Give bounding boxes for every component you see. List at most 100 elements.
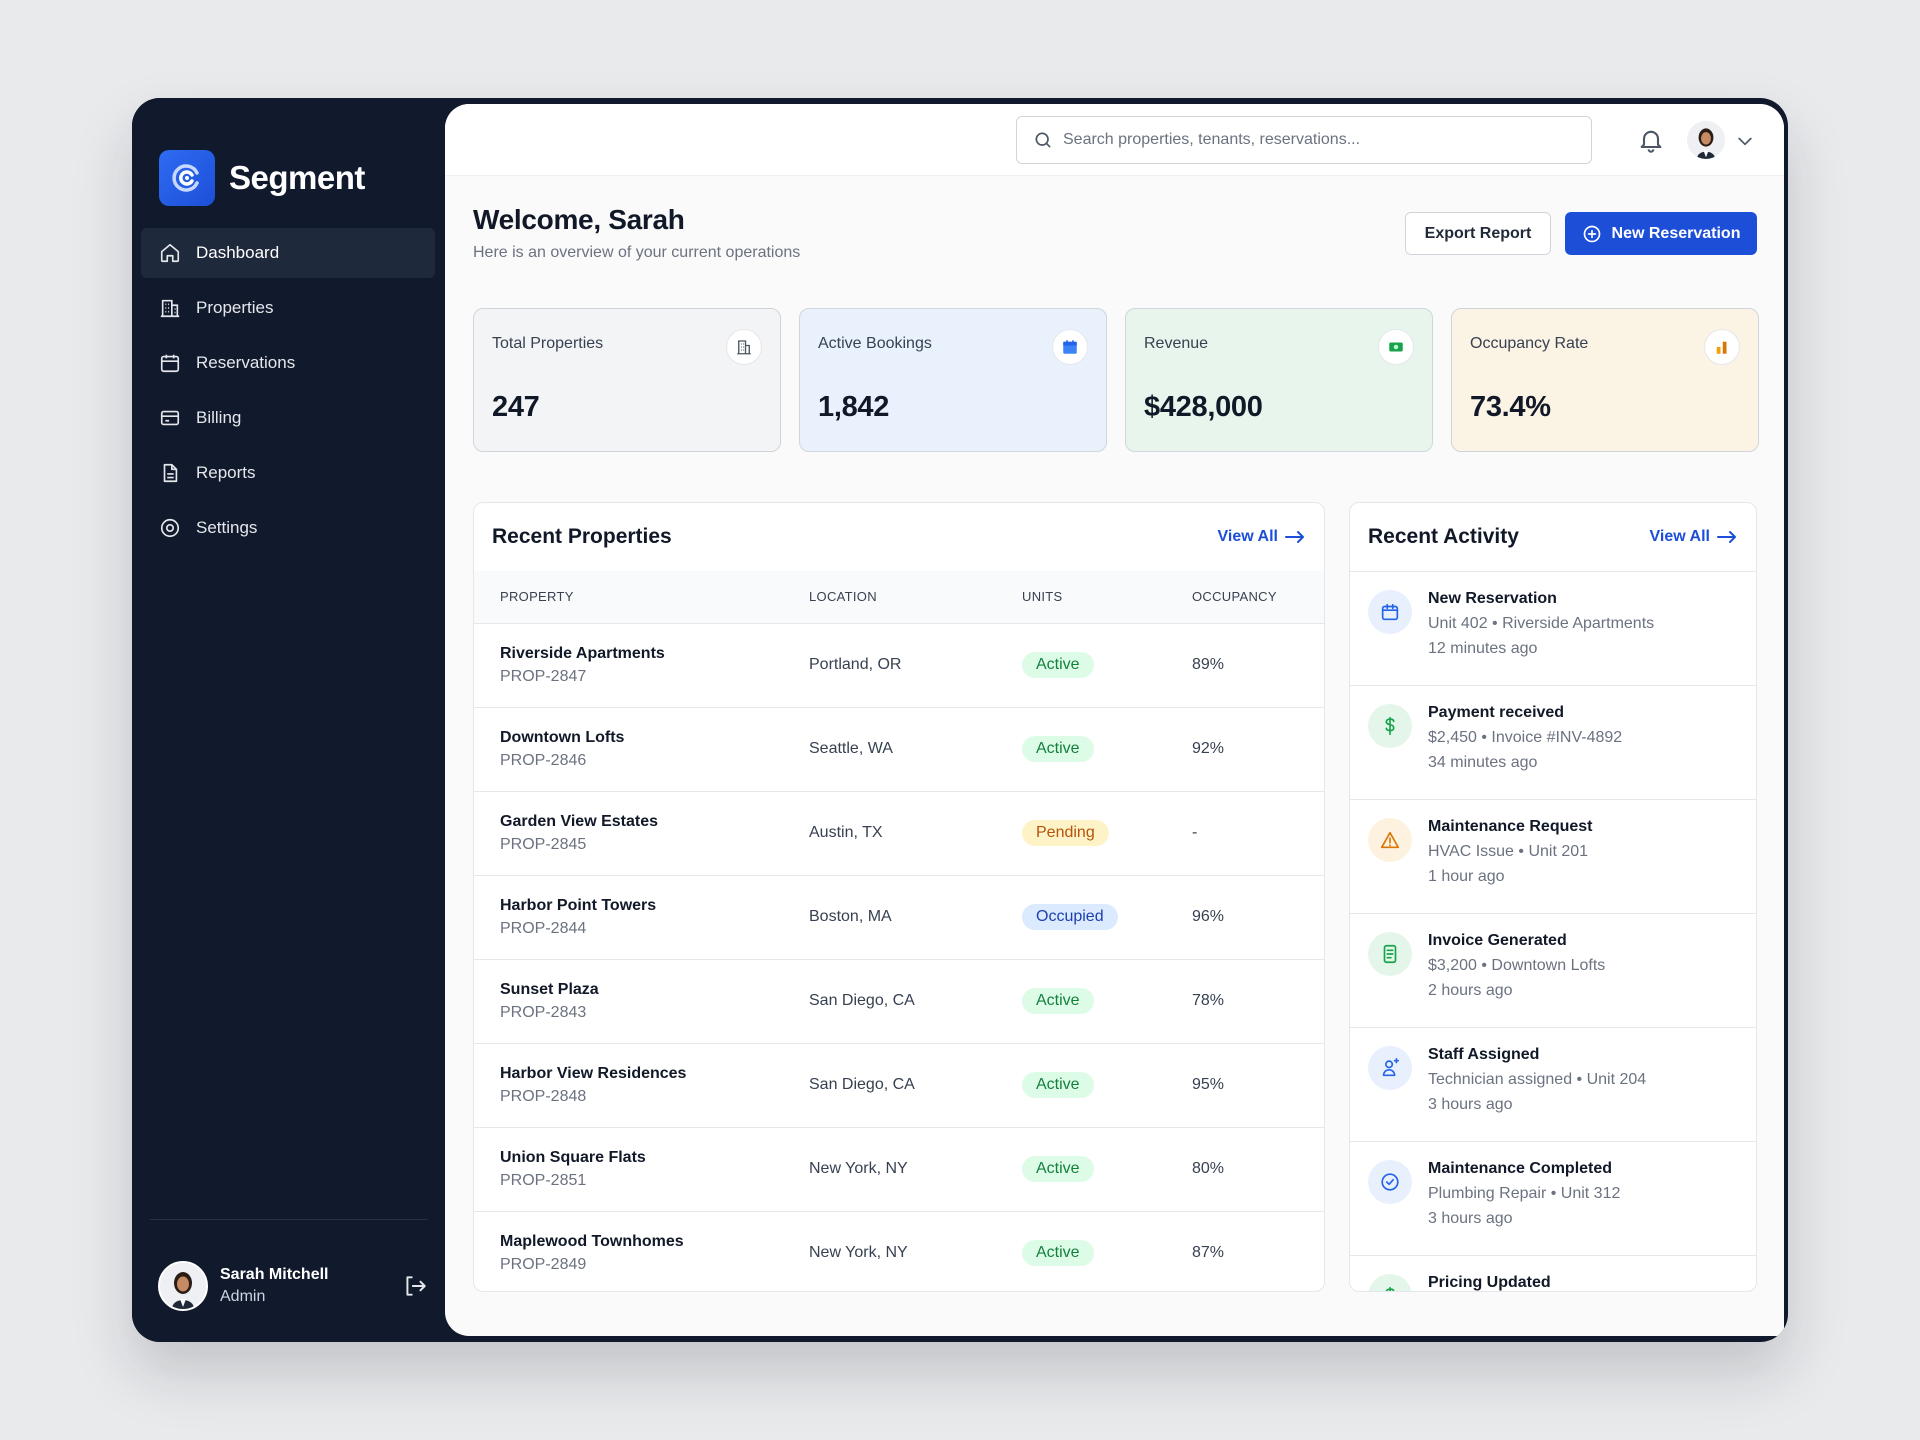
table-row[interactable]: Maplewood Townhomes PROP-2849 New York, NY…	[474, 1211, 1324, 1291]
bar-chart-icon	[1704, 329, 1740, 365]
cash-icon	[1378, 329, 1414, 365]
table-row[interactable]: Sunset Plaza PROP-2843 San Diego, CA Active…	[474, 959, 1324, 1043]
document-icon	[163, 463, 178, 483]
activity-time: 34 minutes ago	[1428, 754, 1538, 771]
sidebar-item-properties[interactable]: Properties	[141, 283, 435, 333]
property-name: Garden View Estates	[500, 812, 658, 830]
property-name: Riverside Apartments	[500, 644, 665, 662]
user-plus-icon	[1368, 1046, 1412, 1090]
stat-card-revenue: Revenue $428,000	[1125, 308, 1433, 452]
avatar[interactable]	[1687, 121, 1725, 159]
property-occupancy: 80%	[1192, 1160, 1225, 1177]
user-profile: Sarah Mitchell Admin	[158, 1261, 428, 1311]
credit-card-icon	[160, 410, 180, 426]
avatar[interactable]	[158, 1261, 208, 1311]
logout-icon[interactable]	[402, 1273, 428, 1299]
sidebar-item-label: Dashboard	[196, 243, 280, 262]
property-id: PROP-2846	[500, 751, 587, 769]
property-location: San Diego, CA	[809, 1076, 915, 1093]
new-reservation-label: New Reservation	[1611, 224, 1741, 242]
property-name: Downtown Lofts	[500, 728, 625, 746]
chevron-down-icon[interactable]	[1735, 131, 1755, 151]
export-report-button[interactable]: Export Report	[1405, 212, 1551, 255]
main-content: Welcome, Sarah Here is an overview of yo…	[445, 104, 1784, 1336]
table-row[interactable]: Garden View Estates PROP-2845 Austin, TX Pe…	[474, 791, 1324, 875]
table-row[interactable]: Union Square Flats PROP-2851 New York, NY A…	[474, 1127, 1324, 1211]
arrow-right-icon	[1717, 531, 1736, 543]
property-id: PROP-2847	[500, 667, 587, 685]
stat-card-occupancy-rate: Occupancy Rate 73.4%	[1451, 308, 1759, 452]
activity-title: Maintenance Request	[1428, 818, 1593, 835]
search-input[interactable]	[1063, 131, 1563, 149]
activity-time: 1 hour ago	[1428, 868, 1505, 885]
table-row[interactable]: Harbor Point Towers PROP-2844 Boston, MA Oc…	[474, 875, 1324, 959]
search-box[interactable]	[1016, 116, 1592, 164]
property-location: Austin, TX	[809, 824, 883, 841]
table-row[interactable]: Downtown Lofts PROP-2846 Seattle, WA Active…	[474, 707, 1324, 791]
activity-item[interactable]: New Reservation Unit 402 • Riverside Apar…	[1350, 571, 1756, 685]
stat-card-active-bookings: Active Bookings 1,842	[799, 308, 1107, 452]
stat-card-total-properties: Total Properties 247	[473, 308, 781, 452]
sidebar-item-dashboard[interactable]: Dashboard	[141, 228, 435, 278]
property-id: PROP-2849	[500, 1255, 587, 1273]
activity-time: 2 hours ago	[1428, 982, 1513, 999]
property-location: New York, NY	[809, 1244, 908, 1262]
activity-time: 3 hours ago	[1428, 1210, 1513, 1227]
activity-item[interactable]: Staff Assigned Technician assigned • Unit…	[1350, 1027, 1756, 1141]
sidebar-item-billing[interactable]: Billing	[141, 393, 435, 443]
arrow-right-icon	[1285, 531, 1304, 543]
bell-icon[interactable]	[1637, 126, 1665, 154]
app-window: Segment Dashboard Properties Reservation…	[132, 98, 1788, 1342]
status-badge: Occupied	[1022, 904, 1118, 930]
activity-item[interactable]: Maintenance Request HVAC Issue • Unit 201…	[1350, 799, 1756, 913]
view-all-label: View All	[1649, 528, 1710, 545]
sidebar-item-reservations[interactable]: Reservations	[141, 338, 435, 388]
property-id: PROP-2844	[500, 919, 587, 937]
status-badge: Active	[1022, 652, 1094, 678]
activity-title: Pricing Updated	[1428, 1274, 1551, 1291]
activity-title: New Reservation	[1428, 590, 1557, 607]
sidebar-item-reports[interactable]: Reports	[141, 448, 435, 498]
activity-meta: Unit 402 • Riverside Apartments	[1428, 615, 1655, 632]
table-row[interactable]: Harbor View Residences PROP-2848 San Diego…	[474, 1043, 1324, 1127]
view-all-activity-link[interactable]: View All	[1650, 528, 1738, 546]
activity-title: Invoice Generated	[1428, 932, 1567, 949]
property-location: Portland, OR	[809, 656, 902, 673]
view-all-label: View All	[1217, 528, 1278, 545]
plus-circle-icon	[1583, 225, 1600, 242]
sidebar-item-settings[interactable]: Settings	[141, 503, 435, 553]
status-badge: Active	[1022, 1156, 1094, 1182]
properties-rows: Riverside Apartments PROP-2847 Portland, O…	[474, 623, 1324, 1291]
property-occupancy: 78%	[1192, 992, 1225, 1009]
property-location: Boston, MA	[809, 908, 892, 925]
sidebar: Segment Dashboard Properties Reservation…	[132, 98, 445, 1342]
brand[interactable]: Segment	[159, 150, 365, 206]
stat-label: Total Properties	[492, 335, 604, 352]
topbar	[445, 104, 1784, 176]
status-badge: Active	[1022, 988, 1094, 1014]
table-row[interactable]: Riverside Apartments PROP-2847 Portland, O…	[474, 623, 1324, 707]
column-header: LOCATION	[809, 589, 877, 605]
stat-value: 73.4%	[1470, 391, 1551, 423]
property-location: San Diego, CA	[809, 992, 915, 1009]
activity-time: 3 hours ago	[1428, 1096, 1513, 1113]
sidebar-item-label: Properties	[196, 298, 274, 317]
activity-meta: HVAC Issue • Unit 201	[1428, 843, 1589, 860]
property-name: Union Square Flats	[500, 1148, 646, 1166]
activity-item[interactable]: Invoice Generated $3,200 • Downtown Lofts…	[1350, 913, 1756, 1027]
activity-time: 12 minutes ago	[1428, 640, 1538, 657]
home-icon	[160, 243, 180, 263]
property-occupancy: 96%	[1192, 908, 1225, 925]
activity-item[interactable]: Payment received $2,450 • Invoice #INV-48…	[1350, 685, 1756, 799]
activity-list: New Reservation Unit 402 • Riverside Apar…	[1350, 571, 1756, 1291]
new-reservation-button[interactable]: New Reservation	[1565, 212, 1757, 255]
property-id: PROP-2848	[500, 1087, 587, 1105]
property-name: Harbor View Residences	[500, 1064, 687, 1082]
column-header: OCCUPANCY	[1192, 589, 1277, 605]
dollar-icon	[1368, 1274, 1412, 1291]
activity-item[interactable]: Maintenance Completed Plumbing Repair • U…	[1350, 1141, 1756, 1255]
view-all-properties-link[interactable]: View All	[1218, 528, 1306, 546]
recent-activity-panel: Recent Activity View All New Reservation…	[1349, 502, 1757, 1292]
activity-item[interactable]: Pricing Updated	[1350, 1255, 1756, 1291]
sidebar-divider	[150, 1219, 428, 1220]
